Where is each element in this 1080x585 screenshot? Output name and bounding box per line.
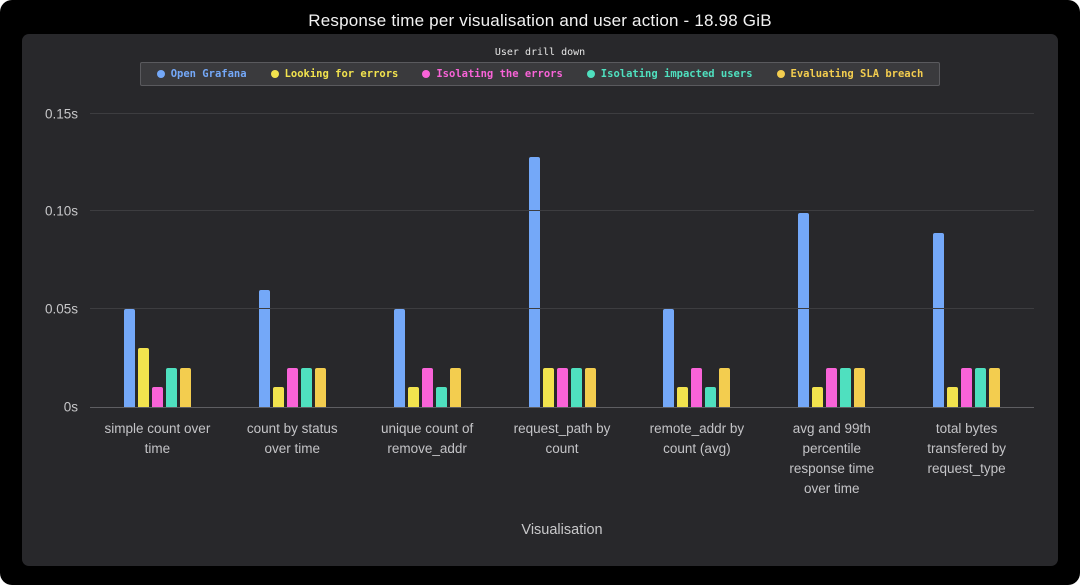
y-tick-label: 0.15s bbox=[44, 106, 78, 122]
bar-isolating-the-errors[interactable] bbox=[421, 367, 433, 407]
y-tick-label: 0s bbox=[63, 399, 78, 415]
gridline bbox=[90, 210, 1034, 212]
legend-dot-icon bbox=[156, 70, 165, 78]
bar-open-grafana[interactable] bbox=[258, 289, 270, 407]
x-axis-title-row: Visualisation bbox=[90, 521, 1034, 539]
legend-item-looking-for-errors[interactable]: Looking for errors bbox=[270, 68, 399, 80]
bar-open-grafana[interactable] bbox=[798, 213, 810, 407]
bar-evaluating-sla-breach[interactable] bbox=[449, 367, 461, 407]
bar-looking-for-errors[interactable] bbox=[812, 387, 824, 407]
bar-open-grafana[interactable] bbox=[663, 309, 675, 407]
legend: Open Grafana Looking for errors Isolating … bbox=[139, 62, 941, 86]
bar-open-grafana[interactable] bbox=[933, 232, 945, 407]
legend-wrap: User drill down Open Grafana Looking for … bbox=[22, 47, 1058, 86]
bar-evaluating-sla-breach[interactable] bbox=[584, 367, 596, 407]
bar-isolating-the-errors[interactable] bbox=[691, 367, 703, 407]
legend-label: Looking for errors bbox=[284, 68, 399, 80]
legend-dot-icon bbox=[422, 70, 431, 78]
bar-isolating-impacted-users[interactable] bbox=[165, 367, 177, 407]
legend-item-isolating-impacted-users[interactable]: Isolating impacted users bbox=[586, 68, 753, 80]
bar-evaluating-sla-breach[interactable] bbox=[179, 367, 191, 407]
bar-open-grafana[interactable] bbox=[528, 156, 540, 407]
legend-dot-icon bbox=[586, 70, 595, 78]
legend-label: Isolating the errors bbox=[436, 68, 563, 80]
chart-panel: User drill down Open Grafana Looking for … bbox=[22, 34, 1058, 566]
bar-evaluating-sla-breach[interactable] bbox=[989, 367, 1001, 407]
legend-dot-icon bbox=[776, 70, 785, 78]
bar-isolating-the-errors[interactable] bbox=[151, 387, 163, 407]
bar-open-grafana[interactable] bbox=[393, 309, 405, 407]
bar-group-unique-count-of-remove-addr bbox=[360, 100, 495, 407]
x-axis-title: Visualisation bbox=[521, 522, 603, 538]
bar-group-avg-and-99th-percentile-response-time-over-time bbox=[764, 100, 899, 407]
legend-item-isolating-the-errors[interactable]: Isolating the errors bbox=[422, 68, 563, 80]
bar-looking-for-errors[interactable] bbox=[947, 387, 959, 407]
bar-isolating-the-errors[interactable] bbox=[556, 367, 568, 407]
bar-open-grafana[interactable] bbox=[123, 309, 135, 407]
legend-label: Evaluating SLA breach bbox=[790, 68, 924, 80]
gridline bbox=[90, 308, 1034, 310]
bar-group-total-bytes-transfered-by-request-type bbox=[899, 100, 1034, 407]
bar-evaluating-sla-breach[interactable] bbox=[719, 367, 731, 407]
bar-evaluating-sla-breach[interactable] bbox=[314, 367, 326, 407]
bar-isolating-impacted-users[interactable] bbox=[705, 387, 717, 407]
category-label: simple count over time bbox=[104, 421, 211, 456]
bar-looking-for-errors[interactable] bbox=[407, 387, 419, 407]
bar-group-remote-addr-by-count-avg bbox=[629, 100, 764, 407]
category-label: count by status over time bbox=[246, 421, 338, 456]
y-tick-label: 0.10s bbox=[44, 203, 78, 219]
legend-dot-icon bbox=[270, 70, 279, 78]
gridline bbox=[90, 112, 1034, 114]
legend-label: Isolating impacted users bbox=[600, 68, 753, 80]
category-label: total bytes transfered by request_type bbox=[927, 421, 1006, 476]
bar-isolating-the-errors[interactable] bbox=[961, 367, 973, 407]
bar-isolating-impacted-users[interactable] bbox=[975, 367, 987, 407]
chart-title: Response time per visualisation and user… bbox=[308, 11, 772, 30]
y-tick-label: 0.05s bbox=[44, 301, 78, 317]
bar-evaluating-sla-breach[interactable] bbox=[854, 367, 866, 407]
bar-looking-for-errors[interactable] bbox=[677, 387, 689, 407]
bar-isolating-the-errors[interactable] bbox=[286, 367, 298, 407]
bar-group-simple-count-over-time bbox=[90, 100, 225, 407]
category-label: request_path by count bbox=[513, 421, 611, 456]
bar-looking-for-errors[interactable] bbox=[542, 367, 554, 407]
bar-isolating-the-errors[interactable] bbox=[826, 367, 838, 407]
legend-item-open-grafana[interactable]: Open Grafana bbox=[156, 68, 247, 80]
bar-chart: 0s 0.05s 0.10s 0.15s bbox=[45, 100, 1034, 415]
bar-looking-for-errors[interactable] bbox=[272, 387, 284, 407]
bar-isolating-impacted-users[interactable] bbox=[840, 367, 852, 407]
bar-looking-for-errors[interactable] bbox=[137, 348, 149, 407]
category-label: remote_addr by count (avg) bbox=[649, 421, 745, 456]
bar-group-count-by-status-over-time bbox=[225, 100, 360, 407]
category-label: avg and 99th percentile response time ov… bbox=[789, 421, 875, 496]
x-axis-labels: simple count over time count by status ov… bbox=[90, 408, 1034, 499]
category-label: unique count of remove_addr bbox=[380, 421, 474, 456]
legend-title: User drill down bbox=[494, 47, 586, 58]
legend-item-evaluating-sla-breach[interactable]: Evaluating SLA breach bbox=[776, 68, 924, 80]
bar-isolating-impacted-users[interactable] bbox=[435, 387, 447, 407]
bar-isolating-impacted-users[interactable] bbox=[300, 367, 312, 407]
bar-group-request-path-by-count bbox=[495, 100, 630, 407]
plot-area bbox=[90, 100, 1034, 407]
bar-isolating-impacted-users[interactable] bbox=[570, 367, 582, 407]
legend-label: Open Grafana bbox=[170, 68, 247, 80]
